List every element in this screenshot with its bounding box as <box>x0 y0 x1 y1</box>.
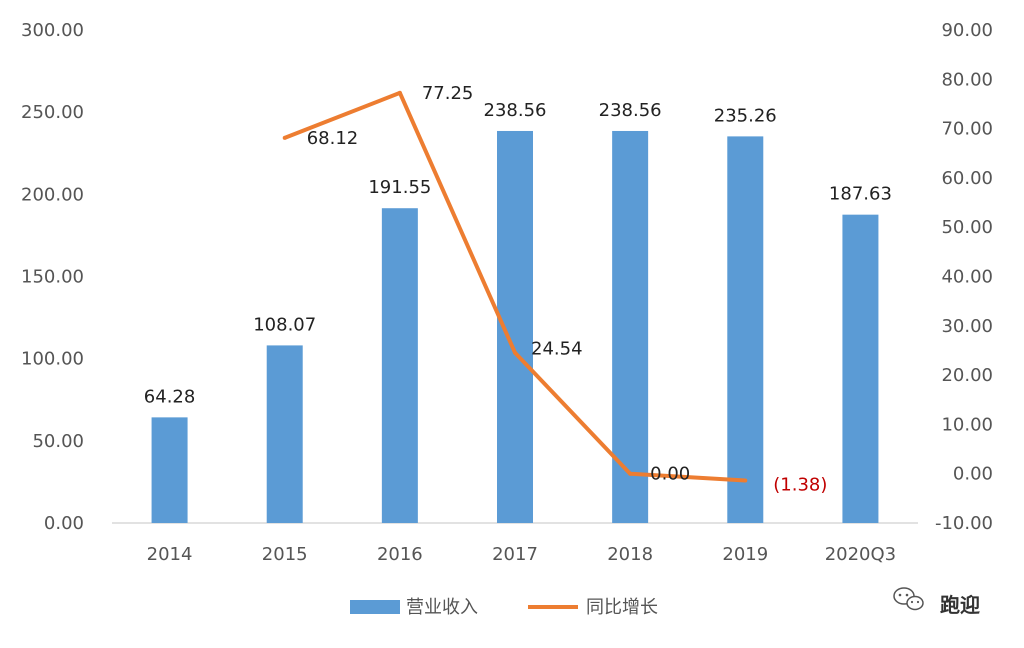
watermark: 跑迎 <box>893 587 980 617</box>
right-tick-label: 30.00 <box>941 316 993 337</box>
right-tick-label: 70.00 <box>941 119 993 140</box>
bar-data-label: 108.07 <box>253 314 316 335</box>
x-axis: 2014 2015 2016 2017 2018 2019 2020Q3 <box>147 544 896 565</box>
line-point <box>397 90 402 95</box>
right-tick-label: 10.00 <box>941 414 993 435</box>
right-tick-label: 60.00 <box>941 168 993 189</box>
line-data-label: (1.38) <box>773 475 827 496</box>
x-tick-label: 2014 <box>147 544 193 565</box>
legend-swatch-bar <box>350 600 400 614</box>
left-tick-label: 100.00 <box>21 349 84 370</box>
right-tick-label: -10.00 <box>935 513 993 534</box>
left-tick-label: 250.00 <box>21 102 84 123</box>
bar-data-label: 187.63 <box>829 184 892 205</box>
left-tick-label: 0.00 <box>44 513 84 534</box>
line-data-label: 77.25 <box>422 83 474 104</box>
left-y-axis: 0.00 50.00 100.00 150.00 200.00 250.00 300.00 <box>21 20 84 534</box>
bar <box>381 208 418 524</box>
bar <box>266 345 303 523</box>
bar <box>727 136 764 523</box>
watermark-text: 跑迎 <box>940 593 980 617</box>
wechat-icon <box>893 587 924 611</box>
right-tick-label: 40.00 <box>941 267 993 288</box>
line-point <box>282 135 287 140</box>
line-data-label: 24.54 <box>531 339 583 360</box>
x-tick-label: 2017 <box>492 544 538 565</box>
line-point <box>513 350 517 355</box>
bar-data-labels: 64.28 108.07 191.55 238.56 238.56 235.26 187.6… <box>144 100 892 407</box>
legend-label-line: 同比增长 <box>586 597 658 618</box>
bar-data-label: 191.55 <box>368 177 431 198</box>
bar-series <box>151 130 879 524</box>
bar <box>612 130 649 523</box>
left-tick-label: 200.00 <box>21 184 84 205</box>
x-tick-label: 2020Q3 <box>825 544 896 565</box>
x-tick-label: 2018 <box>607 544 653 565</box>
left-tick-label: 50.00 <box>32 431 84 452</box>
bar-data-label: 235.26 <box>714 105 777 126</box>
line-point <box>743 478 748 483</box>
right-tick-label: 90.00 <box>941 20 993 41</box>
bar-data-label: 238.56 <box>484 100 547 121</box>
right-tick-label: 0.00 <box>953 464 993 485</box>
bar <box>842 214 879 523</box>
right-tick-label: 20.00 <box>941 365 993 386</box>
line-point <box>628 471 633 476</box>
line-data-labels: 68.12 77.25 24.54 0.00 (1.38) <box>307 83 828 496</box>
left-tick-label: 150.00 <box>21 267 84 288</box>
left-tick-label: 300.00 <box>21 20 84 41</box>
legend: 营业收入 同比增长 <box>350 597 658 618</box>
x-tick-label: 2015 <box>262 544 308 565</box>
legend-label-bar: 营业收入 <box>406 597 478 618</box>
line-series <box>282 90 748 483</box>
x-tick-label: 2016 <box>377 544 423 565</box>
right-y-axis: -10.00 0.00 10.00 20.00 30.00 40.00 50.00 60.00… <box>935 20 993 534</box>
line-data-label: 68.12 <box>307 128 359 149</box>
bar-data-label: 64.28 <box>144 386 196 407</box>
x-tick-label: 2019 <box>722 544 768 565</box>
right-tick-label: 80.00 <box>941 69 993 90</box>
bar <box>151 417 188 523</box>
line-data-label: 0.00 <box>650 464 690 485</box>
bar-data-label: 238.56 <box>599 100 662 121</box>
right-tick-label: 50.00 <box>941 217 993 238</box>
